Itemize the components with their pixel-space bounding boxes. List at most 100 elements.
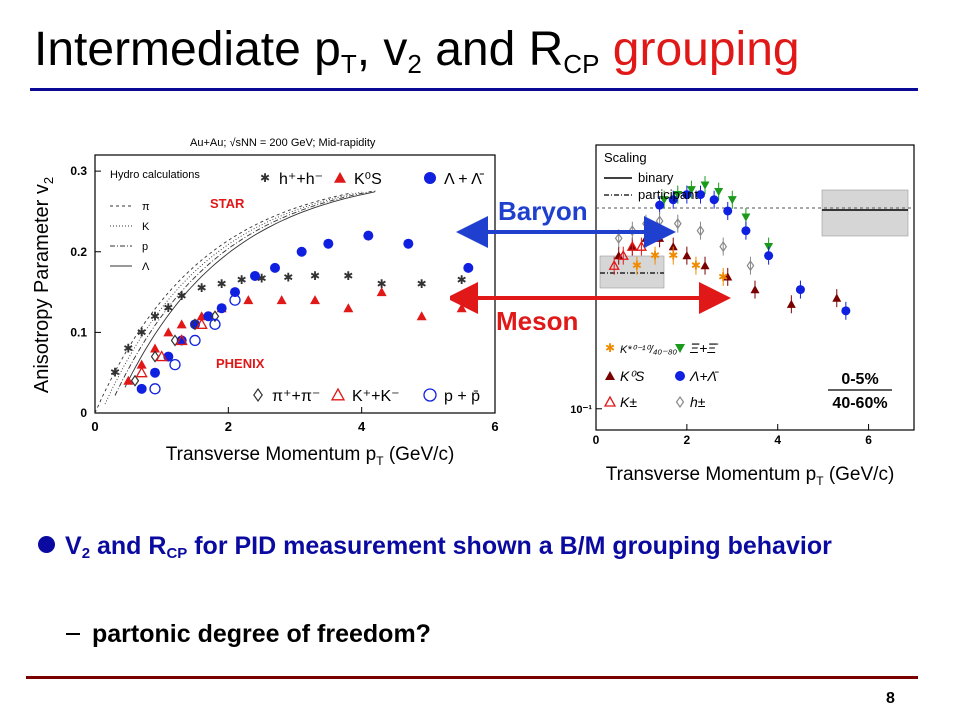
- v2-data-point: [270, 262, 280, 273]
- phenix-kaon-point: [155, 350, 168, 362]
- rcp-data-point: ✱: [650, 249, 660, 263]
- v2-data-point: [150, 343, 160, 353]
- footer-rule: [26, 676, 918, 679]
- v2-data-point: [310, 295, 320, 305]
- rcp-chart: 0 2 4 6 10⁻¹ ✱ ✱ ✱ ✱ ✱ Scaling binary participan…: [560, 144, 915, 488]
- rcp-legend-marker: [605, 371, 615, 380]
- v2-legend-label: K⁺+K⁻: [352, 388, 400, 405]
- rcp-legend-label: K*⁰⁻¹⁰/₄₀₋₈₀: [620, 344, 677, 356]
- rcp-data-point: [617, 249, 629, 260]
- rcp-data-point: [750, 285, 760, 294]
- v2-legend-label: Λ + Λ̄: [444, 171, 485, 188]
- v2-data-point: [376, 287, 387, 297]
- v2-chart: Au+Au; √sNN = 200 GeV; Mid-rapidity 0 2 4 6…: [31, 137, 499, 468]
- rcp-x-tick-label: 0: [593, 433, 600, 447]
- v2-data-point: ✱: [123, 342, 133, 356]
- rcp-legend-marker: [675, 395, 685, 409]
- rcp-data-point: [795, 285, 805, 295]
- rcp-data-point: [741, 213, 751, 222]
- rcp-data-point: [655, 200, 665, 210]
- rcp-data-point: [841, 306, 851, 316]
- v2-data-point: ✱: [110, 366, 120, 380]
- v2-data-point: [276, 295, 287, 305]
- phenix-pion-point: [210, 310, 220, 323]
- v2-data-point: [230, 287, 240, 298]
- centrality-denominator: 40-60%: [832, 395, 887, 412]
- phenix-proton-point: [229, 294, 241, 306]
- v2-data-point: [463, 262, 474, 273]
- v2-data-point: [163, 327, 174, 337]
- rcp-data-point: [682, 190, 692, 200]
- v2-data-point: [123, 375, 134, 385]
- rcp-legend-marker: [603, 395, 617, 407]
- rcp-data-point: ✱: [668, 249, 678, 263]
- v2-data-point: [250, 270, 260, 281]
- rcp-data-point: [719, 241, 728, 253]
- v2-x-axis-label: Transverse Momentum pT (GeV/c): [166, 444, 455, 468]
- hydro-legend-label: Λ: [142, 261, 150, 273]
- rcp-data-point: ✱: [632, 259, 642, 273]
- rcp-x-axis-label: Transverse Momentum pT (GeV/c): [606, 464, 895, 488]
- chart-header: Au+Au; √sNN = 200 GeV; Mid-rapidity: [190, 137, 376, 149]
- main-bullet: V2 and RCP for PID measurement shown a B…: [38, 528, 918, 572]
- phenix-kaon-point: [175, 334, 188, 346]
- hydro-legend-label: K: [142, 221, 150, 233]
- rcp-data-point: [686, 186, 696, 195]
- rcp-x-tick-label: 6: [865, 433, 872, 447]
- hydro-curve: [94, 192, 352, 414]
- rcp-legend-label: h±: [690, 394, 706, 410]
- rcp-data-point: [723, 206, 733, 216]
- rcp-data-point: [682, 251, 692, 260]
- v2-data-point: [150, 367, 160, 378]
- rcp-x-tick-label: 2: [684, 433, 691, 447]
- rcp-legend-label: K⁰S: [620, 368, 645, 384]
- v2-legend-marker: [424, 172, 436, 184]
- v2-data-point: [216, 303, 227, 314]
- grouping-arrows: Baryon Meson: [450, 196, 731, 330]
- phenix-kaon-point: [195, 317, 208, 329]
- v2-data-point: ✱: [177, 289, 187, 303]
- v2-data-point: [243, 295, 254, 305]
- v2-y-axis-label: Anisotropy Parameter v2: [31, 177, 56, 393]
- rcp-y-tick-label: 10⁻¹: [570, 404, 592, 416]
- rcp-data-point: [700, 181, 710, 190]
- rcp-legend-marker: [675, 344, 685, 353]
- v2-data-point: [136, 359, 147, 369]
- rcp-x-tick-label: 4: [774, 433, 781, 447]
- rcp-data-point: [696, 225, 705, 237]
- v2-legend-label: π⁺+π⁻: [272, 388, 320, 405]
- v2-y-tick-label: 0: [80, 406, 87, 420]
- title-accent: grouping: [612, 23, 800, 76]
- v2-data-point: ✱: [283, 271, 293, 285]
- v2-data-point: ✱: [217, 277, 227, 291]
- v2-data-point: [296, 246, 307, 257]
- rcp-data-point: [786, 299, 796, 308]
- rcp-data-point: [695, 190, 705, 200]
- sub-bullet: partonic degree of freedom?: [66, 620, 431, 649]
- v2-legend-marker: [253, 387, 263, 403]
- rcp-data-point: [673, 190, 683, 200]
- v2-plot-frame: [94, 154, 496, 414]
- binary-uncertainty-band: [821, 189, 909, 237]
- v2-y-tick-label: 0.2: [70, 245, 87, 259]
- rcp-legend-marker: [675, 371, 685, 381]
- v2-x-tick-label: 6: [491, 419, 498, 434]
- rcp-data-point: [832, 293, 842, 302]
- v2-data-point: ✱: [310, 269, 320, 283]
- v2-legend-label: K⁰S: [354, 171, 382, 188]
- phenix-proton-point: [189, 334, 201, 347]
- bullet-dot: [38, 536, 55, 553]
- v2-data-point: ✱: [163, 301, 173, 315]
- phenix-kaon-point: [135, 366, 148, 378]
- rcp-legend-label: Λ+Λ̄: [689, 368, 719, 384]
- centrality-numerator: 0-5%: [841, 371, 878, 388]
- phenix-pion-point: [190, 318, 200, 331]
- rcp-data-point: [709, 195, 719, 205]
- v2-data-point: [176, 335, 187, 346]
- phenix-label: PHENIX: [216, 356, 265, 371]
- phenix-pion-point: [150, 350, 160, 363]
- v2-data-point: [323, 238, 334, 249]
- meson-label: Meson: [496, 306, 578, 330]
- v2-x-tick-label: 2: [225, 419, 232, 434]
- v2-data-point: [403, 238, 414, 249]
